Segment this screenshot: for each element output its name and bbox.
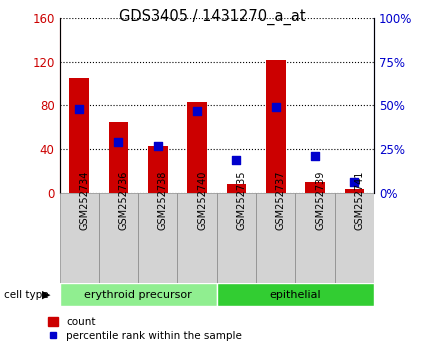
Bar: [227, 184, 246, 193]
Text: GSM252741: GSM252741: [354, 171, 364, 230]
Bar: [148, 146, 167, 193]
Text: erythroid precursor: erythroid precursor: [84, 290, 192, 300]
Text: GSM252739: GSM252739: [315, 171, 325, 230]
Point: [154, 143, 161, 148]
Text: GDS3405 / 1431270_a_at: GDS3405 / 1431270_a_at: [119, 9, 306, 25]
Bar: [60, 193, 99, 283]
Bar: [217, 283, 374, 306]
Point: [115, 139, 122, 145]
Legend: count, percentile rank within the sample: count, percentile rank within the sample: [48, 317, 242, 341]
Point: [194, 108, 201, 113]
Bar: [187, 102, 207, 193]
Bar: [99, 193, 138, 283]
Point: [76, 106, 82, 112]
Point: [272, 104, 279, 110]
Text: GSM252735: GSM252735: [236, 170, 246, 230]
Text: GSM252736: GSM252736: [119, 171, 128, 230]
Bar: [217, 193, 256, 283]
Bar: [256, 193, 295, 283]
Bar: [295, 193, 335, 283]
Text: GSM252738: GSM252738: [158, 171, 168, 230]
Text: GSM252740: GSM252740: [197, 171, 207, 230]
Point: [351, 179, 358, 185]
Text: ▶: ▶: [42, 290, 50, 299]
Text: cell type: cell type: [4, 290, 49, 299]
Bar: [109, 122, 128, 193]
Text: GSM252737: GSM252737: [276, 170, 286, 230]
Bar: [60, 283, 217, 306]
Point: [233, 157, 240, 162]
Point: [312, 153, 318, 159]
Text: epithelial: epithelial: [269, 290, 321, 300]
Text: GSM252734: GSM252734: [79, 171, 89, 230]
Bar: [69, 78, 89, 193]
Bar: [266, 61, 286, 193]
Bar: [345, 189, 364, 193]
Bar: [305, 182, 325, 193]
Bar: [178, 193, 217, 283]
Bar: [138, 193, 178, 283]
Bar: [335, 193, 374, 283]
